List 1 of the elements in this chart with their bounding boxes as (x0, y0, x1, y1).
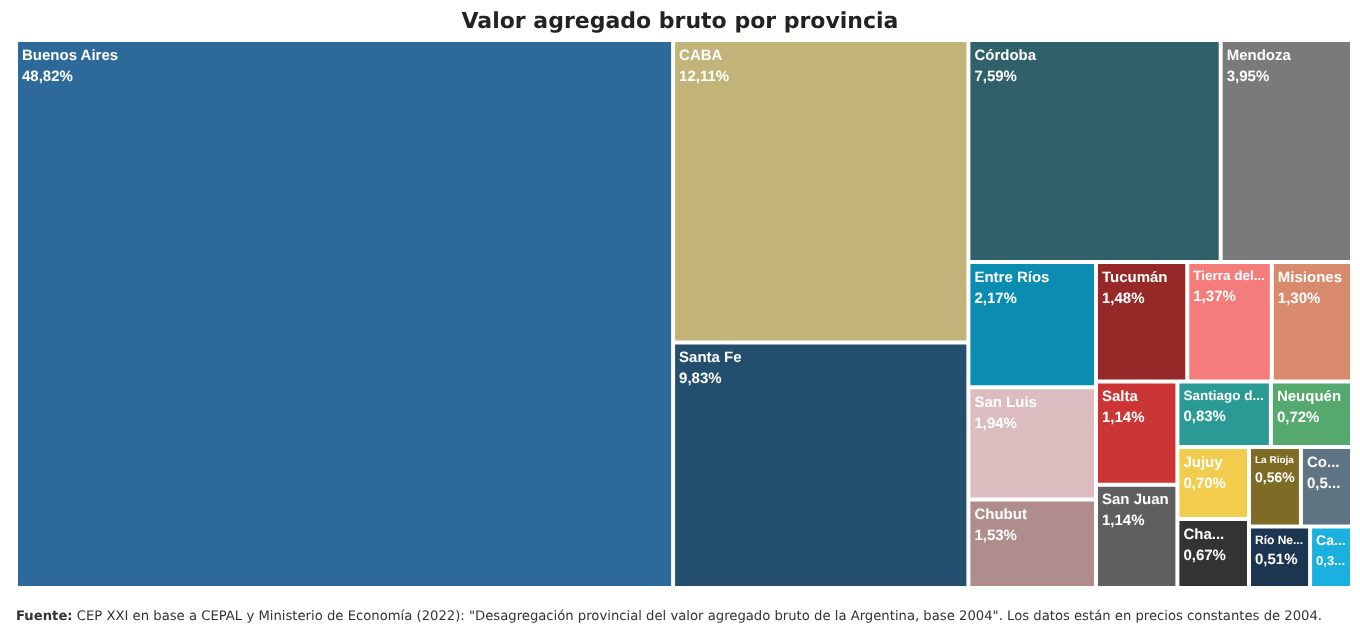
text: Valor agregado bruto por provincia (459, 8, 901, 34)
